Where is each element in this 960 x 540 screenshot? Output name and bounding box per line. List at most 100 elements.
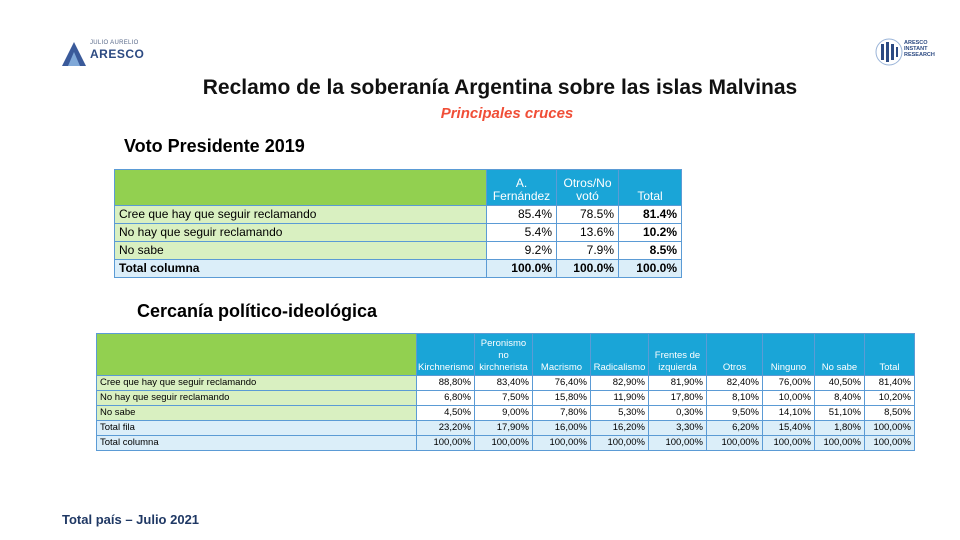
cell: 100.0% <box>618 259 682 278</box>
col-header: Radicalismo <box>590 333 649 376</box>
cell: 81,90% <box>648 375 707 391</box>
cell: 10,00% <box>762 390 815 406</box>
section1-heading: Voto Presidente 2019 <box>124 136 305 156</box>
row-label: No hay que seguir reclamando <box>96 390 417 406</box>
col-header: Macrismo <box>532 333 591 376</box>
row-label: Cree que hay que seguir reclamando <box>96 375 417 391</box>
col-header: Total <box>618 169 682 206</box>
table-row: No sabe 9.2% 7.9% 8.5% <box>114 241 682 260</box>
row-label: Total fila <box>96 420 417 436</box>
col-header: Total <box>864 333 915 376</box>
cell: 100.0% <box>486 259 557 278</box>
cell: 88,80% <box>416 375 475 391</box>
aresco-logo-icon <box>62 42 86 66</box>
table-row: No sabe 4,50% 9,00% 7,80% 5,30% 0,30% 9,50% 14,… <box>96 405 915 421</box>
table-row-total: Total columna 100.0% 100.0% 100.0% <box>114 259 682 278</box>
cell: 78.5% <box>556 205 619 224</box>
page-title: Reclamo de la soberanía Argentina sobre … <box>202 76 798 99</box>
logo-right-line1: ARESCO <box>904 40 928 46</box>
cell: 100,00% <box>532 435 591 451</box>
cell: 16,20% <box>590 420 649 436</box>
row-label: No sabe <box>96 405 417 421</box>
table-row: Cree que hay que seguir reclamando 85.4%… <box>114 205 682 224</box>
cell: 8,50% <box>864 405 915 421</box>
cell: 23,20% <box>416 420 475 436</box>
cell: 82,90% <box>590 375 649 391</box>
logo-right-line2: INSTANT <box>904 46 928 52</box>
col-header: Peronismo no kirchnerista <box>474 333 533 376</box>
row-label: Total columna <box>96 435 417 451</box>
cell: 7,80% <box>532 405 591 421</box>
cell: 7,50% <box>474 390 533 406</box>
cell: 100,00% <box>864 420 915 436</box>
cell: 11,90% <box>590 390 649 406</box>
cell: 10,20% <box>864 390 915 406</box>
vote-table: A. Fernández Otros/No votó Total Cree qu… <box>114 169 682 278</box>
table-row: Cree que hay que seguir reclamando 88,80%… <box>96 375 915 391</box>
ideology-table: Kirchnerismo Peronismo no kirchnerista M… <box>96 333 915 451</box>
table-row: No hay que seguir reclamando 5.4% 13.6% … <box>114 223 682 242</box>
col-header: A. Fernández <box>486 169 557 206</box>
aresco-instant-research-logo: ARESCO INSTANT RESEARCH <box>874 34 935 72</box>
col-header: Kirchnerismo <box>416 333 475 376</box>
table-row-total: Total fila 23,20% 17,90% 16,00% 16,20% 3,30% 6… <box>96 420 915 436</box>
cell: 100,00% <box>590 435 649 451</box>
cell: 6,80% <box>416 390 475 406</box>
cell: 15,40% <box>762 420 815 436</box>
row-label: Cree que hay que seguir reclamando <box>114 205 487 224</box>
cell: 17,90% <box>474 420 533 436</box>
row-label: Total columna <box>114 259 487 278</box>
cell: 15,80% <box>532 390 591 406</box>
col-header: No sabe <box>814 333 865 376</box>
cell: 17,80% <box>648 390 707 406</box>
table-row-total: Total columna 100,00% 100,00% 100,00% 100,00… <box>96 435 915 451</box>
col-header: Frentes de izquierda <box>648 333 707 376</box>
cell: 100,00% <box>814 435 865 451</box>
cell: 8,40% <box>814 390 865 406</box>
cell: 0,30% <box>648 405 707 421</box>
cell: 9,50% <box>706 405 763 421</box>
cell: 9.2% <box>486 241 557 260</box>
logo-big-text: ARESCO <box>90 47 145 61</box>
logo-small-text: JULIO AURELIO <box>90 40 139 46</box>
cell: 100,00% <box>416 435 475 451</box>
col-header: Ninguno <box>762 333 815 376</box>
cell: 81.4% <box>618 205 682 224</box>
cell: 5.4% <box>486 223 557 242</box>
cell: 14,10% <box>762 405 815 421</box>
footer-note: Total país – Julio 2021 <box>62 512 200 527</box>
cell: 100,00% <box>706 435 763 451</box>
cell: 16,00% <box>532 420 591 436</box>
cell: 1,80% <box>814 420 865 436</box>
table-header-blank <box>114 169 487 206</box>
cell: 51,10% <box>814 405 865 421</box>
cell: 7.9% <box>556 241 619 260</box>
cell: 100,00% <box>864 435 915 451</box>
cell: 9,00% <box>474 405 533 421</box>
cell: 100,00% <box>474 435 533 451</box>
row-label: No sabe <box>114 241 487 260</box>
cell: 6,20% <box>706 420 763 436</box>
col-header: Otros <box>706 333 763 376</box>
row-label: No hay que seguir reclamando <box>114 223 487 242</box>
cell: 40,50% <box>814 375 865 391</box>
table-header-blank <box>96 333 417 376</box>
cell: 81,40% <box>864 375 915 391</box>
cell: 85.4% <box>486 205 557 224</box>
page-subtitle: Principales cruces <box>440 105 574 122</box>
table-row: No hay que seguir reclamando 6,80% 7,50% 15… <box>96 390 915 406</box>
cell: 83,40% <box>474 375 533 391</box>
logo-right-line3: RESEARCH <box>904 52 935 58</box>
cell: 8,10% <box>706 390 763 406</box>
col-header: Otros/No votó <box>556 169 619 206</box>
cell: 100.0% <box>556 259 619 278</box>
cell: 76,40% <box>532 375 591 391</box>
section2-heading: Cercanía político-ideológica <box>137 301 378 321</box>
cell: 10.2% <box>618 223 682 242</box>
globe-icon <box>875 38 903 66</box>
cell: 4,50% <box>416 405 475 421</box>
aresco-logo: JULIO AURELIO ARESCO <box>60 38 150 72</box>
cell: 5,30% <box>590 405 649 421</box>
cell: 3,30% <box>648 420 707 436</box>
cell: 100,00% <box>762 435 815 451</box>
